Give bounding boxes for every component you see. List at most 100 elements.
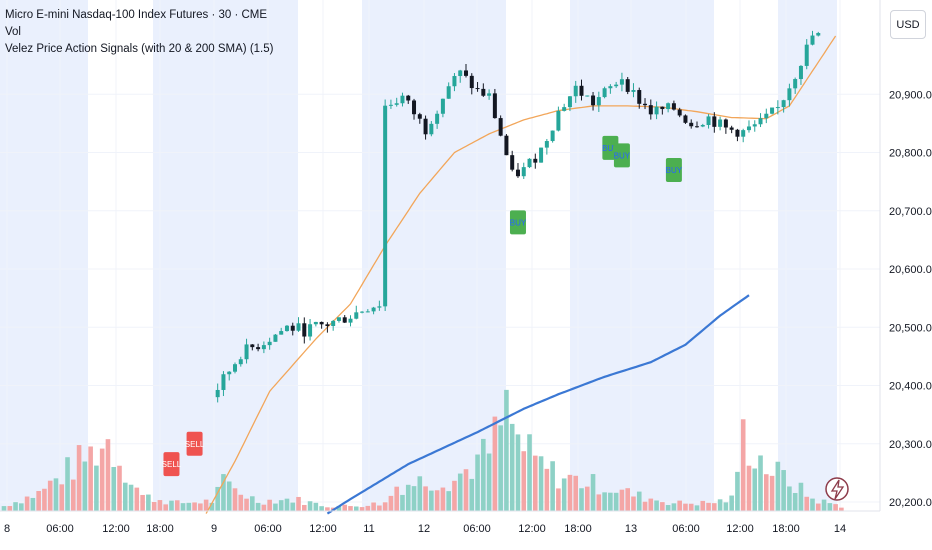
candle-body: [810, 35, 815, 45]
candle-body: [446, 86, 451, 99]
volume-bar: [810, 498, 815, 511]
sell-signal[interactable]: SELL: [162, 452, 182, 477]
buy-signal[interactable]: BUY: [614, 143, 631, 168]
volume-bar: [509, 423, 515, 511]
candle-body: [261, 345, 266, 350]
sma-200-line: [326, 294, 750, 515]
volume-bar: [498, 425, 503, 511]
volume-bar: [411, 486, 417, 511]
candle-body: [648, 105, 653, 115]
candle-body: [631, 90, 636, 92]
candle-body: [244, 344, 249, 360]
volume-bar: [273, 503, 278, 511]
currency-button[interactable]: USD: [890, 10, 926, 39]
candle-body: [267, 341, 272, 346]
candle-body: [400, 95, 405, 104]
x-tick-label: 8: [4, 523, 10, 535]
candle-body: [215, 389, 220, 398]
volume-bar: [24, 496, 30, 511]
volume-bar: [226, 481, 232, 511]
volume-bar: [504, 389, 509, 511]
signal-label: BUY: [602, 144, 619, 153]
volume-bar: [440, 487, 446, 511]
volume-bar: [515, 434, 521, 511]
symbol-title[interactable]: Micro E-mini Nasdaq-100 Index Futures · …: [5, 9, 268, 21]
candle-body: [787, 88, 792, 101]
volume-bar: [94, 465, 99, 511]
candle-body: [798, 65, 803, 80]
volume-bar: [19, 503, 24, 511]
candle-body: [383, 105, 388, 307]
sell-signal[interactable]: SELL: [185, 431, 205, 456]
x-tick-label: 06:00: [46, 523, 74, 535]
volume-bar: [694, 505, 700, 511]
volume-bar: [792, 492, 798, 511]
candle-body: [440, 98, 445, 114]
candle-body: [764, 113, 769, 119]
candle-body: [464, 70, 468, 76]
volume-bar: [752, 468, 758, 511]
volume-bar: [521, 451, 527, 511]
volume-bar: [174, 500, 180, 511]
indicator-legend[interactable]: Velez Price Action Signals (with 20 & 20…: [5, 43, 274, 55]
candle-body: [579, 85, 584, 96]
buy-signal[interactable]: BUY: [666, 157, 683, 182]
volume-bar: [573, 475, 579, 511]
volume-bar: [353, 506, 359, 511]
volume-bar: [238, 494, 244, 511]
candle-body: [515, 169, 520, 177]
volume-bar: [417, 476, 423, 511]
volume-bar: [613, 492, 619, 511]
volume-bar: [781, 470, 786, 511]
volume-bar: [105, 439, 111, 511]
candle-body: [504, 135, 509, 156]
candle-body: [619, 79, 624, 85]
buy-signal[interactable]: BUY: [510, 210, 527, 235]
volume-bar: [798, 482, 804, 511]
y-tick-label: 20,400.00: [889, 381, 932, 393]
signal-label: BUY: [614, 151, 631, 160]
candle-body: [671, 103, 676, 110]
x-tick-label: 12:00: [102, 523, 130, 535]
volume-bar: [1, 506, 7, 511]
volume-bar: [296, 496, 301, 511]
volume-bar: [365, 505, 371, 511]
volume-bar: [111, 467, 117, 511]
signal-label: SELL: [185, 440, 205, 449]
candle-body: [550, 130, 555, 142]
volume-bar: [758, 455, 763, 511]
session-background: [0, 0, 837, 511]
signal-label: SELL: [162, 460, 182, 469]
volume-bar: [608, 492, 613, 511]
candle-body: [625, 79, 630, 92]
volume-bar: [244, 498, 249, 511]
volume-legend[interactable]: Vol: [5, 26, 21, 38]
volume-bar: [76, 445, 82, 511]
volume-bar: [209, 502, 215, 511]
candle-body: [770, 107, 775, 114]
volume-bar: [533, 455, 538, 511]
candle-body: [816, 33, 821, 36]
lightning-icon[interactable]: [825, 477, 849, 501]
volume-bar: [117, 465, 122, 511]
volume-bar: [232, 488, 238, 511]
volume-bar: [140, 494, 145, 511]
candle-body: [539, 147, 544, 163]
volume-bar: [769, 475, 775, 511]
volume-bar: [648, 498, 654, 511]
volume-bar: [30, 497, 36, 511]
candle-body: [435, 113, 440, 124]
volume-bar: [325, 507, 330, 511]
candle-body: [412, 100, 417, 115]
candle-body: [804, 44, 809, 66]
signal-label: BUY: [510, 218, 527, 227]
candle-body: [348, 318, 353, 323]
volume-bar: [134, 487, 140, 511]
volume-bar: [423, 486, 428, 511]
volume-bar: [671, 503, 677, 511]
y-tick-label: 20,500.00: [889, 322, 932, 334]
candle-body: [296, 323, 301, 331]
volume-bar: [579, 488, 584, 511]
volume-bar: [735, 471, 740, 511]
